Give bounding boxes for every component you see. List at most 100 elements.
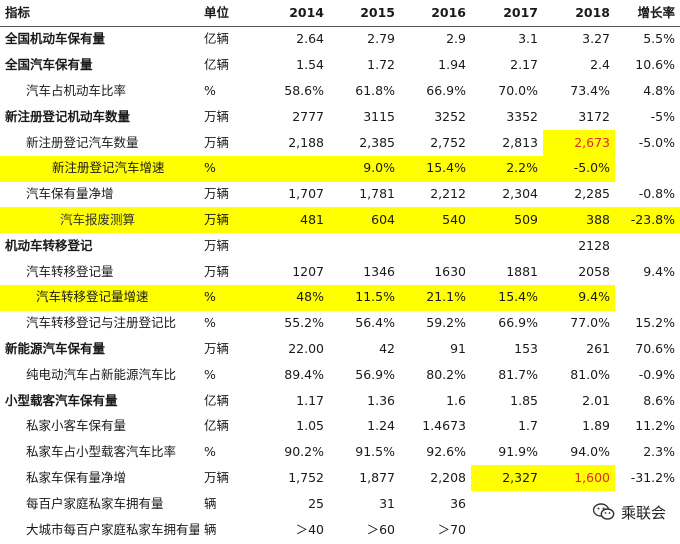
table-row: 机动车转移登记 万辆 2128	[0, 233, 680, 259]
row-label: 私家车占小型载客汽车比率	[26, 444, 177, 460]
header-year-2017: 2017	[471, 0, 543, 27]
table-row: 小型载客汽车保有量 亿辆 1.17 1.36 1.6 1.85 2.01 8.6%	[0, 388, 680, 414]
table-row: 新能源汽车保有量 万辆 22.00 42 91 153 261 70.6%	[0, 336, 680, 362]
value-cell-2014: 2777	[292, 108, 324, 124]
value-cell-2014: 1.05	[296, 418, 324, 434]
value-cell-2017: 2.17	[510, 57, 538, 73]
row-unit: 万辆	[204, 263, 230, 279]
growth-cell: -0.9%	[638, 366, 675, 382]
value-cell-2015: 42	[379, 341, 395, 356]
value-cell-2014: 1.17	[296, 392, 324, 408]
value-cell-2014: 58.6%	[284, 83, 324, 99]
value-cell-2015: 1346	[363, 263, 395, 279]
value-cell-2018: 9.4%	[543, 284, 615, 311]
growth-cell: 2.3%	[643, 444, 675, 460]
growth-cell: -5%	[650, 108, 675, 124]
value-cell-2017: 153	[514, 341, 538, 356]
value-cell-2018: 2.01	[582, 392, 610, 408]
header-row: 指标 单位 2014 2015 2016 2017 2018 增长率	[0, 0, 680, 27]
row-label: 私家小客车保有量	[26, 418, 127, 434]
value-cell-2017: 2.2%	[471, 155, 543, 182]
value-cell-2014: 90.2%	[284, 444, 324, 460]
value-cell-2014: 22.00	[288, 341, 324, 356]
value-cell-2016: 3252	[434, 108, 466, 124]
row-label: 全国机动车保有量	[5, 31, 106, 47]
value-cell-2016: 2,212	[430, 186, 466, 202]
table-row: 私家小客车保有量 亿辆 1.05 1.24 1.4673 1.7 1.89 11.2%	[0, 414, 680, 440]
row-label: 全国汽车保有量	[5, 57, 93, 73]
value-cell-2016: 91	[450, 341, 466, 356]
value-cell-2016: 80.2%	[426, 366, 466, 382]
value-cell-2014: 48%	[265, 284, 329, 311]
value-cell-2015: 3115	[363, 108, 395, 124]
value-cell-2018: 2128	[578, 237, 610, 253]
header-year-2015: 2015	[329, 0, 400, 27]
row-label: 汽车保有量净增	[26, 186, 114, 202]
header-unit: 单位	[199, 0, 265, 27]
row-unit: 亿辆	[204, 418, 230, 434]
watermark-label: 乘联会	[620, 503, 666, 522]
value-cell-2016: 1.4673	[422, 418, 466, 434]
wechat-icon	[592, 503, 615, 521]
growth-cell: 4.8%	[643, 83, 675, 99]
value-cell-2016: 92.6%	[426, 444, 466, 460]
row-unit: %	[204, 315, 216, 331]
value-cell-2018: 2058	[578, 263, 610, 279]
value-cell-2017	[471, 233, 543, 259]
value-cell-2016: 36	[450, 495, 466, 511]
row-unit: 辆	[204, 521, 217, 537]
value-cell-2015	[329, 233, 400, 259]
value-cell-2018: 77.0%	[570, 315, 610, 331]
value-cell-2018: 1.89	[582, 418, 610, 434]
row-label: 汽车转移登记与注册登记比	[26, 315, 177, 331]
row-label: 私家车保有量净增	[26, 469, 127, 485]
value-cell-2018: 261	[586, 341, 610, 356]
value-cell-2015: 1.72	[367, 57, 395, 73]
value-cell-2015: ＞60	[366, 521, 395, 537]
value-cell-2018: 2.4	[590, 57, 610, 73]
value-cell-2017: 70.0%	[498, 83, 538, 99]
row-unit: %	[204, 366, 216, 382]
value-cell-2015: 56.4%	[355, 315, 395, 331]
value-cell-2016: 2.9	[446, 31, 466, 47]
growth-cell	[615, 285, 680, 311]
row-label: 汽车占机动车比率	[26, 83, 127, 99]
row-label: 每百户家庭私家车拥有量	[26, 495, 164, 511]
growth-cell: -23.8%	[615, 207, 680, 234]
value-cell-2017: 509	[471, 207, 543, 234]
row-unit: %	[199, 155, 265, 182]
header-growth: 增长率	[615, 0, 680, 27]
value-cell-2015: 9.0%	[329, 155, 400, 182]
value-cell-2015: 61.8%	[355, 83, 395, 99]
value-cell-2014: 2,188	[288, 134, 324, 150]
row-unit: 万辆	[199, 207, 265, 234]
value-cell-2015: 2.79	[367, 31, 395, 47]
table-row: 汽车转移登记与注册登记比% 55.2% 56.4% 59.2% 66.9% 77.0% 15…	[0, 311, 680, 337]
value-cell-2018: 3172	[578, 108, 610, 124]
table-row: 每百户家庭私家车拥有量 辆 25 31 36	[0, 491, 680, 517]
row-unit: %	[204, 444, 216, 460]
value-cell-2018: 81.0%	[570, 366, 610, 382]
value-cell-2014: 481	[265, 207, 329, 234]
value-cell-2017	[471, 491, 543, 517]
value-cell-2016: 2,208	[430, 469, 466, 485]
value-cell-2017: 91.9%	[498, 444, 538, 460]
growth-cell: 5.5%	[643, 31, 675, 47]
value-cell-2017	[471, 517, 543, 543]
value-cell-2017: 2,304	[502, 186, 538, 202]
value-cell-2016: 540	[400, 207, 471, 234]
value-cell-2018: -5.0%	[543, 155, 615, 182]
value-cell-2016: 1630	[434, 263, 466, 279]
value-cell-2014: 1.54	[296, 57, 324, 73]
growth-cell: 10.6%	[635, 57, 675, 73]
table-row: 私家车占小型载客汽车比率% 90.2% 91.5% 92.6% 91.9% 94.0% 2.…	[0, 440, 680, 466]
value-cell-2015: 56.9%	[355, 366, 395, 382]
growth-cell: 15.2%	[635, 315, 675, 331]
growth-cell	[615, 233, 680, 259]
header-year-2016: 2016	[400, 0, 471, 27]
row-label: 纯电动汽车占新能源汽车比	[26, 366, 177, 382]
row-label: 汽车转移登记量增速	[0, 284, 199, 311]
row-unit: 辆	[204, 495, 217, 511]
value-cell-2018: 94.0%	[570, 444, 610, 460]
watermark: 乘联会	[592, 500, 666, 524]
